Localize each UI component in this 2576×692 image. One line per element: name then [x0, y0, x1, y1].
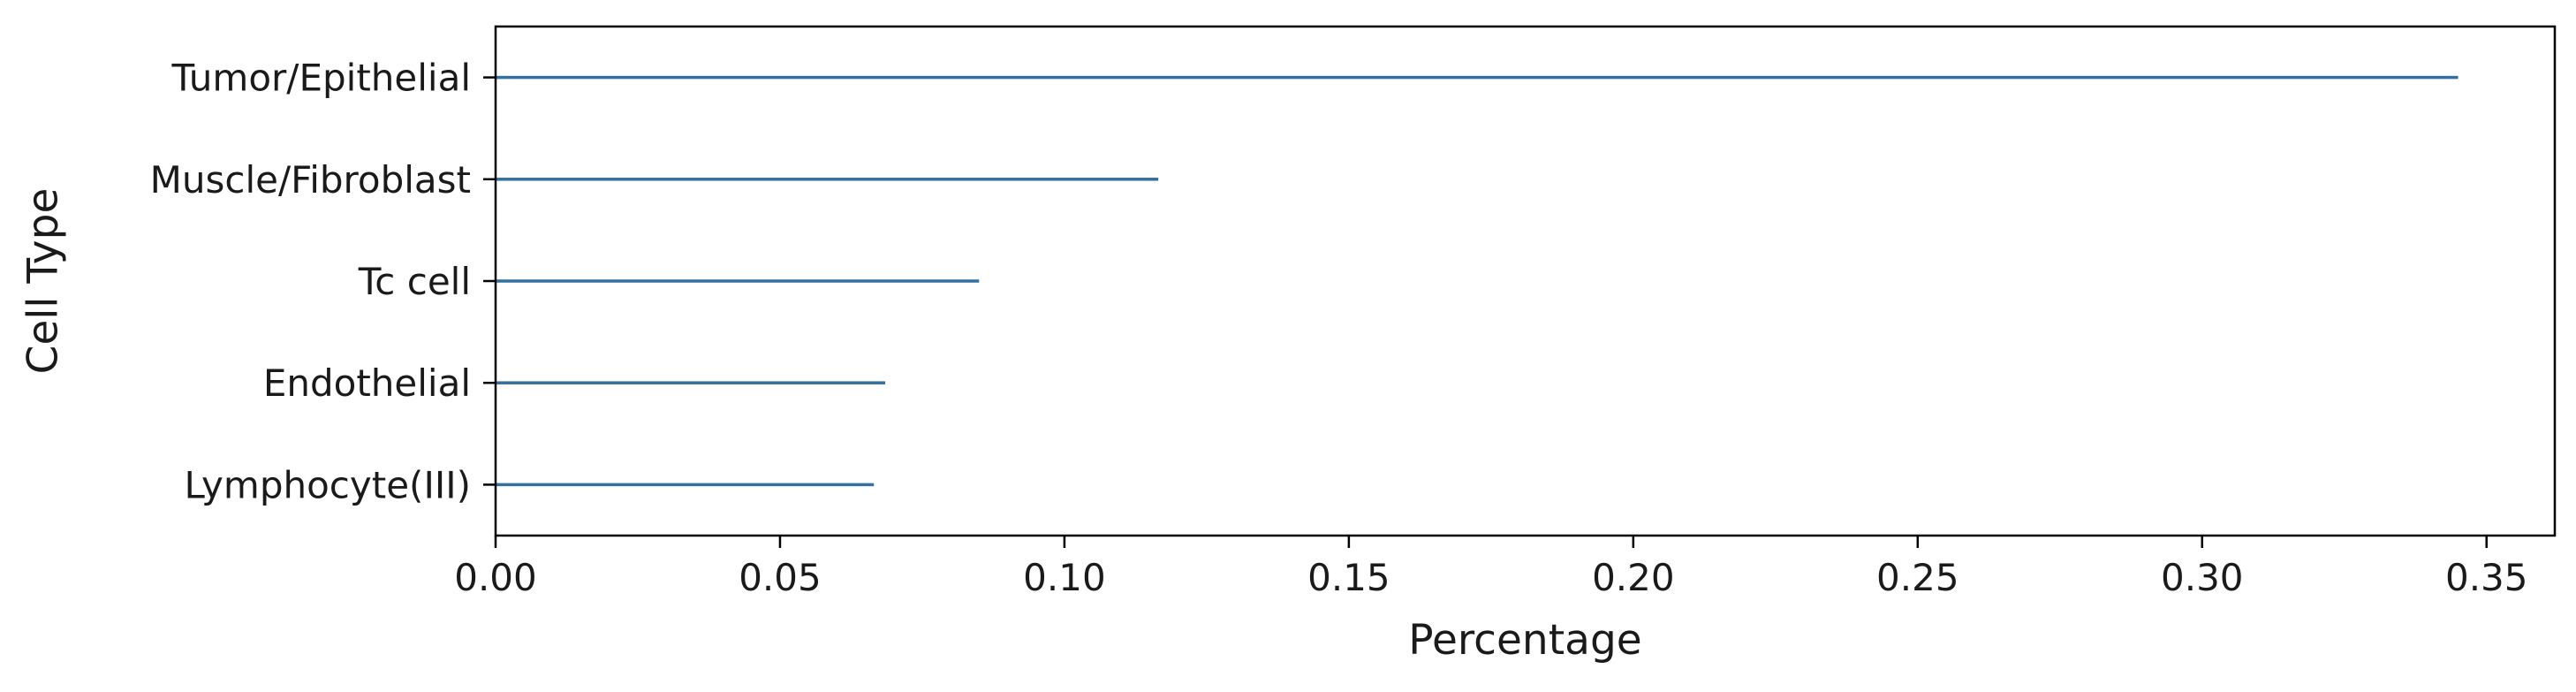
y-axis-label: Cell Type — [19, 188, 68, 375]
x-tick-label: 0.15 — [1307, 556, 1390, 599]
x-axis-label: Percentage — [1408, 616, 1641, 665]
x-tick-label: 0.25 — [1876, 556, 1959, 599]
y-tick-label: Lymphocyte(III) — [185, 463, 471, 506]
bar-muscle-fibroblast — [496, 178, 1159, 181]
y-tick-label: Tumor/Epithelial — [171, 57, 471, 100]
bar-tc-cell — [496, 279, 980, 283]
x-tick-label: 0.30 — [2161, 556, 2244, 599]
y-tick-label: Muscle/Fibroblast — [150, 158, 471, 202]
bar-endothelial — [496, 381, 886, 384]
x-tick-label: 0.10 — [1023, 556, 1106, 599]
bars-group — [496, 75, 2459, 487]
ticks-group — [483, 76, 2488, 548]
y-tick-label: Endothelial — [263, 361, 471, 405]
bar-lymphocyte-iii — [496, 483, 875, 487]
y-tick-label: Tc cell — [358, 260, 471, 303]
x-tick-label: 0.05 — [739, 556, 822, 599]
labels-group: Tumor/Epithelial Muscle/Fibroblast Tc cell… — [150, 57, 2528, 599]
x-tick-label: 0.35 — [2445, 556, 2528, 599]
x-tick-label: 0.00 — [454, 556, 537, 599]
bar-tumor-epithelial — [496, 75, 2459, 80]
x-tick-label: 0.20 — [1592, 556, 1675, 599]
